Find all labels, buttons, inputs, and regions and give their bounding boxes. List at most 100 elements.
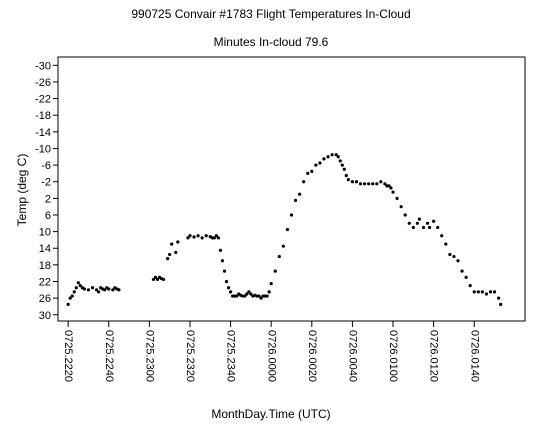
data-point — [111, 288, 115, 292]
data-point — [117, 288, 121, 292]
data-point — [411, 225, 415, 230]
data-point — [72, 290, 76, 294]
data-point — [460, 269, 464, 273]
data-point — [68, 296, 72, 300]
data-point — [334, 153, 338, 157]
data-point — [82, 287, 86, 291]
data-point — [314, 163, 318, 167]
data-point — [257, 294, 261, 298]
data-point — [285, 227, 290, 232]
data-point — [362, 182, 367, 186]
x-tick-label: 0725.2300 — [143, 330, 155, 382]
data-point — [472, 290, 476, 294]
y-tick-label: 2 — [45, 193, 51, 205]
data-point — [395, 196, 399, 200]
data-point — [259, 296, 263, 300]
data-point — [346, 178, 350, 182]
data-point — [289, 213, 294, 217]
data-point — [74, 286, 78, 290]
x-tick-label: 0725.2340 — [225, 330, 237, 382]
x-tick-label: 0726.0120 — [428, 330, 440, 382]
data-point — [97, 290, 101, 294]
x-axis: 0725.2220 0725.2240 0725.2300 0725.2320 0725… — [62, 321, 480, 382]
data-point — [107, 287, 111, 291]
data-point — [170, 242, 174, 246]
data-point — [86, 288, 91, 292]
data-point — [103, 288, 107, 292]
data-point — [322, 157, 326, 161]
data-point — [151, 277, 156, 282]
data-point — [310, 169, 314, 173]
y-tick-label: -6 — [41, 160, 51, 172]
data-point — [235, 294, 239, 298]
x-tick-label: 0725.2240 — [103, 330, 115, 382]
data-point — [383, 182, 387, 186]
y-tick-label: 22 — [39, 277, 51, 289]
y-tick-label: 14 — [39, 243, 51, 255]
x-tick-label: 0726.0000 — [265, 330, 277, 382]
data-point — [265, 294, 269, 298]
data-point — [220, 259, 225, 263]
data-point — [444, 242, 448, 246]
data-point — [326, 155, 330, 159]
data-point — [66, 302, 70, 306]
data-point — [174, 250, 178, 255]
data-point — [245, 292, 249, 296]
data-point — [243, 294, 247, 298]
data-point — [318, 161, 322, 165]
x-tick-label: 0725.2220 — [62, 330, 74, 382]
y-tick-label: -22 — [35, 94, 51, 106]
data-point — [440, 234, 444, 238]
data-point — [432, 219, 436, 223]
data-point — [168, 252, 172, 257]
data-point — [476, 290, 480, 294]
data-point — [330, 153, 334, 157]
data-point — [306, 171, 310, 176]
data-point — [417, 217, 422, 221]
data-point — [204, 234, 208, 238]
data-point — [492, 290, 497, 294]
data-point — [342, 167, 346, 171]
y-tick-label: 26 — [39, 293, 51, 305]
data-point — [196, 234, 200, 238]
data-point — [153, 275, 158, 279]
data-point — [488, 290, 493, 294]
x-tick-label: 0726.0100 — [387, 330, 399, 382]
data-point — [166, 257, 170, 261]
data-point — [76, 281, 80, 285]
data-point — [425, 221, 430, 225]
data-point — [358, 182, 363, 186]
data-point — [277, 254, 281, 259]
data-point — [427, 225, 432, 230]
data-point — [216, 236, 221, 240]
data-point — [249, 292, 253, 296]
data-point — [228, 290, 233, 294]
data-point — [456, 259, 460, 263]
data-point — [436, 225, 440, 230]
data-point — [421, 225, 426, 230]
data-point — [497, 296, 501, 300]
data-point — [161, 277, 166, 282]
data-point — [214, 234, 218, 238]
data-point — [375, 182, 379, 186]
data-point — [90, 286, 95, 290]
data-point — [224, 279, 229, 284]
y-tick-label: 6 — [45, 210, 51, 222]
data-point — [70, 294, 74, 298]
chart-title: 990725 Convair #1783 Flight Temperatures… — [131, 7, 411, 21]
data-point — [281, 244, 285, 248]
data-point — [226, 286, 231, 290]
data-point — [448, 252, 452, 257]
data-point — [344, 173, 348, 178]
data-point — [176, 240, 180, 244]
data-point — [407, 221, 411, 225]
data-point — [391, 190, 395, 194]
data-point — [379, 180, 383, 184]
data-point — [387, 184, 391, 188]
data-point — [484, 292, 489, 296]
data-point — [267, 290, 271, 294]
x-tick-label: 0726.0040 — [347, 330, 359, 382]
data-point — [350, 180, 355, 184]
